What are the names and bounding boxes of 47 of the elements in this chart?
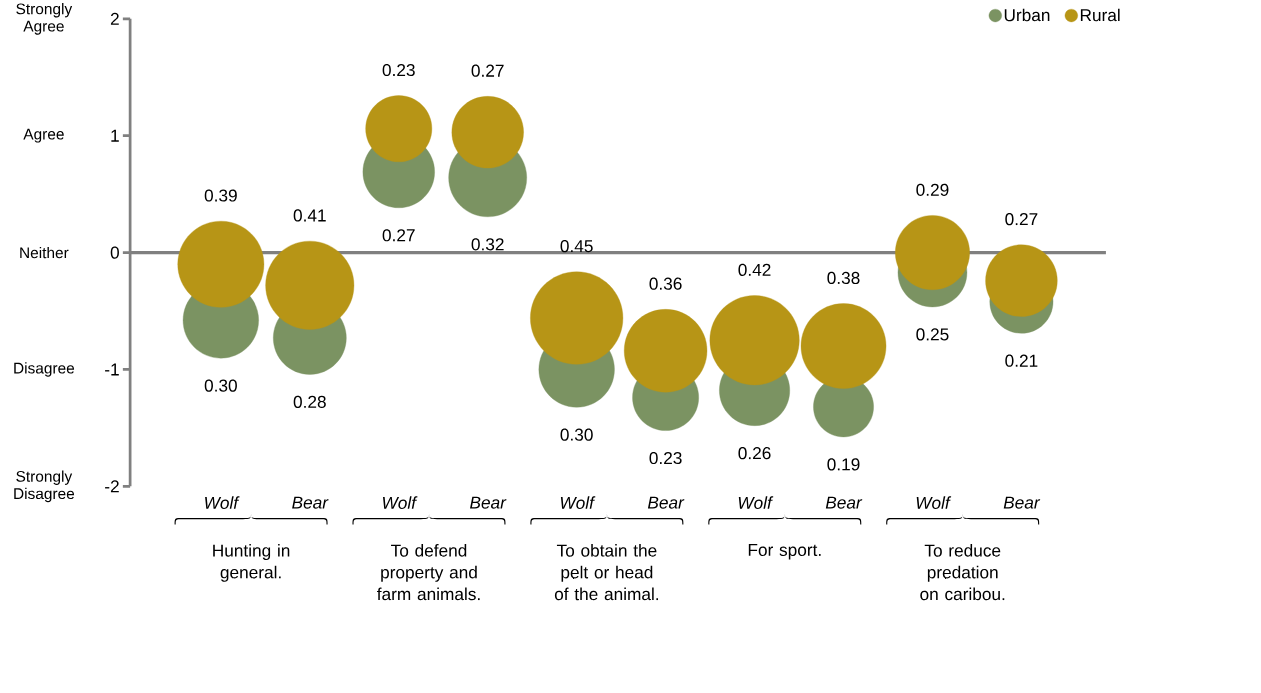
- text: Strongly Disagree: [14, 470, 75, 503]
- y-tick-label: 0: [110, 246, 119, 259]
- x-tick-label: Bear: [1003, 496, 1041, 509]
- x-tick-label: Bear: [470, 496, 507, 509]
- y-tick-label: 2: [110, 12, 119, 25]
- text: Hunting in general.: [213, 543, 290, 582]
- x-tick-label: Bear: [825, 496, 863, 509]
- data-label: 0.36: [649, 277, 682, 290]
- text: Disagree: [14, 362, 75, 377]
- data-label: 0.45: [560, 239, 593, 253]
- text: To defend property and farm animals.: [377, 543, 480, 601]
- legend-label: Rural: [1080, 8, 1120, 22]
- text: Strongly Agree: [16, 2, 73, 35]
- data-label: 0.23: [382, 63, 415, 77]
- data-label: 0.27: [1005, 212, 1038, 226]
- data-label: 0.30: [204, 379, 237, 392]
- x-tick-label: Bear: [292, 496, 329, 509]
- data-label: 0.23: [649, 451, 682, 465]
- text: To reduce predation on caribou.: [920, 543, 1005, 601]
- text: Neither: [20, 246, 69, 259]
- x-tick-label: Wolf: [383, 496, 418, 509]
- data-label: 0.32: [471, 238, 504, 251]
- x-tick-label: Wolf: [560, 496, 596, 509]
- data-label: 0.38: [827, 271, 860, 284]
- data-label: 0.30: [560, 428, 593, 441]
- data-label: 0.42: [738, 263, 771, 276]
- data-label: 0.27: [382, 229, 415, 242]
- text: Agree: [23, 128, 64, 143]
- x-tick-label: Bear: [647, 496, 685, 509]
- y-tick-label: -2: [105, 480, 119, 493]
- y-tick-label: 1: [111, 129, 119, 142]
- data-label: 0.25: [916, 328, 949, 341]
- x-tick-label: Wolf: [916, 496, 952, 509]
- x-tick-label: Wolf: [738, 496, 774, 509]
- data-label: 0.27: [471, 64, 504, 77]
- data-label: 0.41: [293, 209, 326, 222]
- data-label: 0.26: [738, 446, 771, 460]
- legend-label: Urban: [1004, 8, 1050, 22]
- data-label: 0.28: [293, 395, 326, 408]
- x-tick-label: Wolf: [205, 496, 240, 509]
- y-tick-label: -1: [105, 363, 119, 376]
- text: For sport.: [748, 543, 821, 560]
- data-label: 0.29: [916, 183, 949, 196]
- text: To obtain the pelt or head of the animal.: [554, 543, 659, 601]
- data-label: 0.19: [827, 458, 860, 471]
- data-label: 0.21: [1005, 354, 1038, 367]
- data-label: 0.39: [204, 189, 237, 202]
